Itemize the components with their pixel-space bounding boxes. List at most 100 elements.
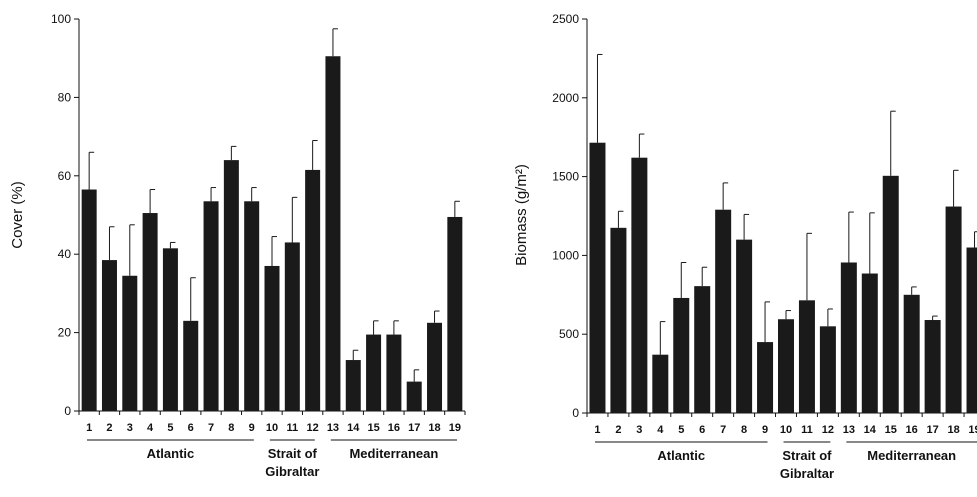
- biomass-bar: [652, 354, 669, 413]
- biomass-axis-title: Biomass (g/m²): [513, 164, 530, 266]
- cover-y-tick-label: 40: [58, 247, 72, 261]
- cover-bar: [406, 381, 422, 411]
- cover-y-tick-label: 100: [51, 12, 71, 26]
- cover-category-label: 13: [327, 422, 339, 434]
- cover-bar: [386, 334, 402, 411]
- cover-category-label: 15: [367, 422, 379, 434]
- biomass-y-tick-label: 2000: [552, 91, 579, 105]
- biomass-bar: [798, 300, 815, 413]
- cover-bar: [264, 265, 280, 411]
- cover-bar: [101, 260, 117, 411]
- cover-bar: [223, 160, 239, 411]
- cover-axis-title: Cover (%): [9, 181, 26, 249]
- biomass-category-label: 9: [762, 424, 768, 436]
- biomass-bar: [903, 294, 920, 413]
- biomass-category-label: 15: [885, 424, 897, 436]
- biomass-category-label: 4: [657, 424, 664, 436]
- cover-category-label: 18: [428, 422, 440, 434]
- cover-category-label: 9: [249, 422, 255, 434]
- biomass-group-label: Mediterranean: [867, 448, 956, 463]
- biomass-bar: [945, 206, 962, 413]
- biomass-bar: [610, 227, 627, 413]
- biomass-bar: [966, 247, 977, 413]
- cover-bar: [244, 201, 260, 411]
- cover-group-label: Gibraltar: [265, 464, 319, 479]
- cover-bar: [183, 320, 199, 411]
- cover-category-label: 17: [408, 422, 420, 434]
- biomass-group-label: Gibraltar: [780, 466, 834, 481]
- biomass-category-label: 17: [927, 424, 939, 436]
- biomass-bar: [861, 273, 878, 413]
- cover-category-label: 16: [388, 422, 400, 434]
- biomass-bar: [673, 297, 690, 413]
- biomass-group-label: Strait of: [782, 448, 832, 463]
- biomass-bar: [694, 286, 711, 413]
- biomass-category-label: 10: [780, 424, 792, 436]
- biomass-bar: [715, 209, 732, 413]
- cover-category-label: 11: [286, 422, 298, 434]
- cover-y-tick-label: 20: [58, 326, 72, 340]
- cover-bar: [81, 189, 97, 411]
- biomass-bar: [589, 142, 606, 413]
- biomass-bar: [819, 326, 836, 413]
- biomass-bar: [631, 157, 648, 413]
- biomass-category-label: 18: [947, 424, 959, 436]
- cover-y-tick-label: 0: [64, 404, 71, 418]
- cover-group-label: Strait of: [268, 446, 318, 461]
- biomass-group-label: Atlantic: [657, 448, 705, 463]
- biomass-category-label: 19: [968, 424, 977, 436]
- biomass-bar: [736, 239, 753, 413]
- cover-category-label: 3: [127, 422, 133, 434]
- cover-bar: [162, 248, 178, 411]
- cover-group-label: Mediterranean: [349, 446, 438, 461]
- cover-y-tick-label: 80: [58, 90, 72, 104]
- cover-bar: [366, 334, 382, 411]
- cover-category-label: 4: [147, 422, 154, 434]
- cover-bar: [284, 242, 300, 411]
- cover-category-label: 5: [167, 422, 173, 434]
- cover-bar: [325, 56, 341, 412]
- biomass-category-label: 8: [741, 424, 747, 436]
- cover-group-label: Atlantic: [147, 446, 195, 461]
- cover-category-label: 7: [208, 422, 214, 434]
- cover-category-label: 19: [449, 422, 461, 434]
- biomass-category-label: 3: [636, 424, 642, 436]
- biomass-category-label: 2: [615, 424, 621, 436]
- cover-category-label: 1: [86, 422, 92, 434]
- cover-category-label: 6: [188, 422, 194, 434]
- biomass-category-label: 12: [822, 424, 834, 436]
- biomass-y-tick-label: 2500: [552, 12, 579, 26]
- biomass-bar: [924, 320, 941, 413]
- cover-y-tick-label: 60: [58, 169, 72, 183]
- cover-category-label: 2: [106, 422, 112, 434]
- cover-bar: [203, 201, 219, 411]
- cover-bar: [345, 360, 361, 411]
- cover-bar: [142, 213, 158, 411]
- biomass-category-label: 7: [720, 424, 726, 436]
- biomass-y-tick-label: 500: [559, 327, 579, 341]
- biomass-bar: [757, 342, 774, 413]
- cover-bar: [122, 275, 138, 411]
- biomass-category-label: 6: [699, 424, 705, 436]
- cover-bar: [447, 216, 463, 411]
- cover-category-label: 12: [307, 422, 319, 434]
- cover-category-label: 14: [347, 422, 360, 434]
- cover-bar: [427, 322, 443, 411]
- cover-category-label: 10: [266, 422, 278, 434]
- biomass-category-label: 5: [678, 424, 684, 436]
- biomass-category-label: 13: [843, 424, 855, 436]
- biomass-category-label: 14: [864, 424, 877, 436]
- biomass-category-label: 16: [906, 424, 918, 436]
- biomass-y-tick-label: 1000: [552, 248, 579, 262]
- biomass-bar: [882, 175, 899, 413]
- biomass-category-label: 1: [594, 424, 600, 436]
- cover-category-label: 8: [228, 422, 234, 434]
- biomass-bar: [840, 262, 857, 413]
- cover-bar: [305, 169, 321, 411]
- biomass-category-label: 11: [801, 424, 813, 436]
- biomass-y-tick-label: 1500: [552, 170, 579, 184]
- biomass-bar: [778, 319, 794, 413]
